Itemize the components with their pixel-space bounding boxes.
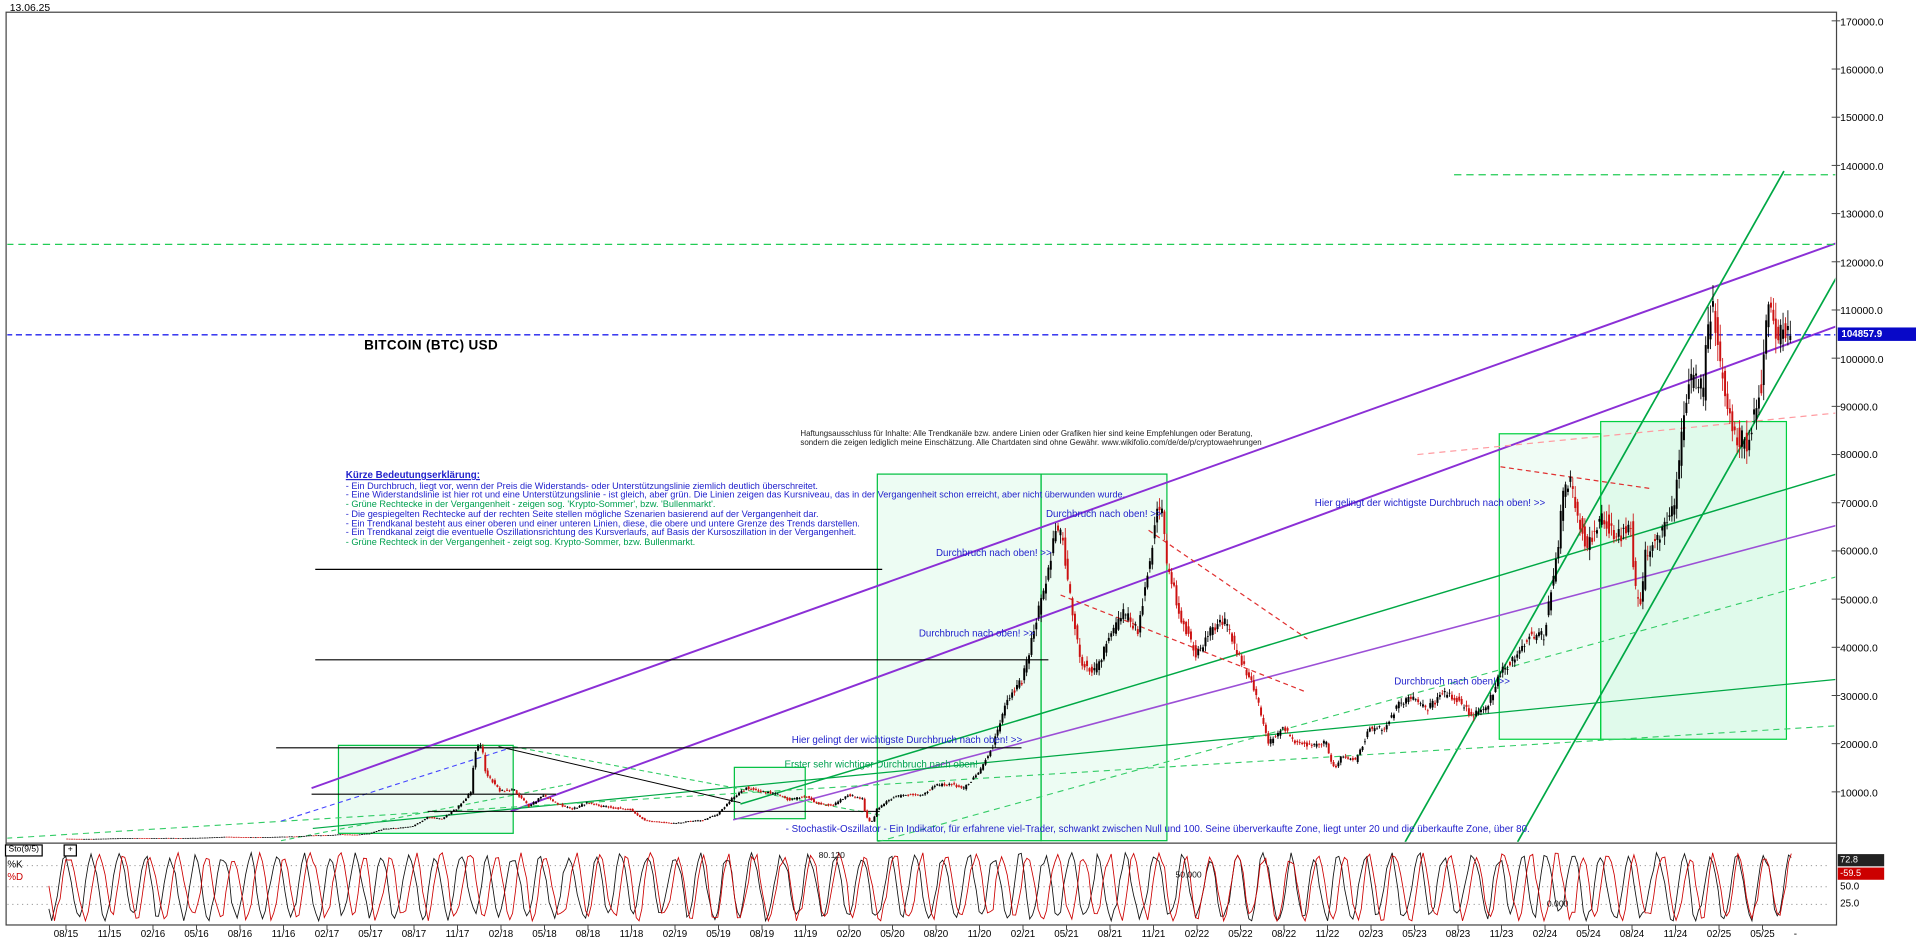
disclaimer: Haftungsausschluss für Inhalte: Alle Tre… [800,430,1261,447]
current-price-badge: 104857.9 [1837,327,1916,341]
k-value-badge: 72.8 [1837,854,1885,867]
chart-date: 13.06.25 [9,1,51,14]
add-indicator-button[interactable]: + [63,844,77,857]
legend-line: - Grüne Rechteck in der Vergangenheit - … [345,536,696,548]
legend-line: - Die gespiegelten Rechtecke auf der rec… [345,508,819,520]
legend-block: Kürze Bedeutungserklärung: - Ein Durchbr… [346,470,1125,547]
legend-line: - Ein Trendkanal zeigt die eventuelle Os… [345,526,857,538]
disclaimer-line-1: Haftungsausschluss für Inhalte: Alle Tre… [800,430,1253,439]
osc-level-50-label: 50.0 [1840,880,1860,892]
page-title: BITCOIN (BTC) USD [364,338,499,354]
disclaimer-line-2: sondern die zeigen lediglich meine Einsc… [800,438,1262,448]
d-value-badge: -59.5 [1837,867,1885,880]
indicator-name-box[interactable]: Sto(9/5) [4,844,43,857]
legend-heading: Kürze Bedeutungserklärung: [345,469,480,481]
legend-line: - Eine Widerstandslinie ist hier rot und… [345,489,1126,501]
legend-line: - Ein Durchbruch, liegt vor, wenn der Pr… [345,479,818,491]
osc-level-25-label: 25.0 [1840,898,1860,910]
percent-k-label: %K [7,858,23,870]
stochastic-note: - Stochastik-Oszillator - Ein Indikator,… [785,823,1530,835]
legend-lines: - Ein Durchbruch, liegt vor, wenn der Pr… [346,481,1125,547]
percent-d-label: %D [7,871,24,883]
legend-line: - Ein Trendkanal besteht aus einer obere… [345,517,860,529]
x-axis-trailing-dash: - [1793,928,1798,940]
legend-line: - Grüne Rechtecke in der Vergangenheit -… [345,498,716,510]
